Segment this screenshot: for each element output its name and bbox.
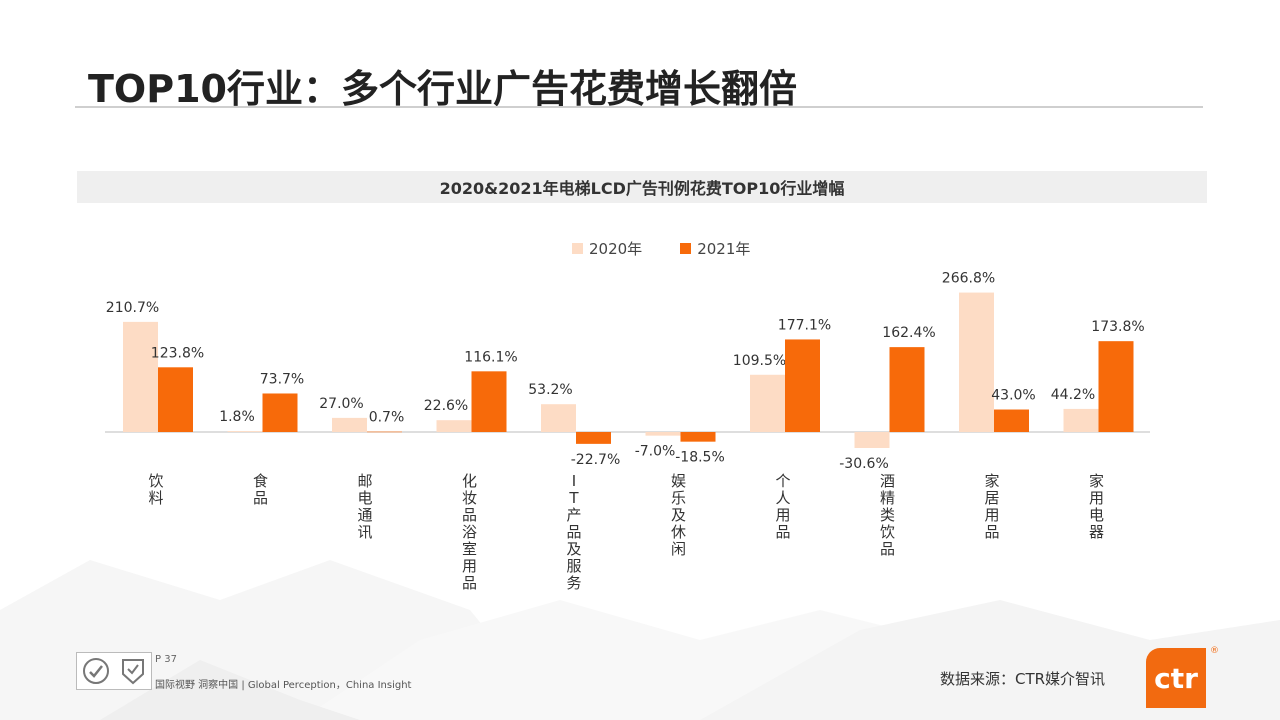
bar-2021-2 xyxy=(367,431,402,433)
data-label-2020-8: 266.8% xyxy=(942,271,995,287)
bar-2020-2 xyxy=(332,417,367,432)
data-label-2020-1: 1.8% xyxy=(219,409,255,425)
data-label-2021-9: 173.8% xyxy=(1091,319,1144,335)
bar-2020-7 xyxy=(854,432,890,448)
data-label-2021-3: 116.1% xyxy=(464,349,517,365)
bar-2020-5 xyxy=(645,432,681,436)
page-number: P 37 xyxy=(155,654,177,665)
category-label-5: 娱乐及休闲 xyxy=(671,472,686,558)
quality-seal-icon xyxy=(121,659,144,685)
data-label-2020-3: 22.6% xyxy=(424,398,468,414)
bar-2020-8 xyxy=(959,292,994,432)
data-label-2020-4: 53.2% xyxy=(528,382,572,398)
category-label-0: 饮料 xyxy=(148,472,163,507)
bar-2020-3 xyxy=(436,420,472,432)
data-label-2021-8: 43.0% xyxy=(991,388,1035,404)
data-label-2021-7: 162.4% xyxy=(882,325,935,341)
registered-mark-icon: ® xyxy=(1210,646,1219,656)
ctr-logo-text: ctr xyxy=(1154,661,1198,695)
data-label-2020-5: -7.0% xyxy=(635,444,676,460)
legend-item-2020: 2020年 xyxy=(572,238,642,259)
data-label-2020-2: 27.0% xyxy=(319,396,363,412)
bar-2021-0 xyxy=(158,367,193,432)
legend-swatch-2021 xyxy=(680,243,692,254)
data-label-2020-6: 109.5% xyxy=(733,353,786,369)
bar-2020-1 xyxy=(227,431,263,432)
bar-2021-3 xyxy=(471,371,507,432)
bar-2020-0 xyxy=(123,321,158,432)
category-label-4: I T 产品及服务 xyxy=(566,472,581,592)
certification-logo-icon xyxy=(82,658,109,684)
bar-2020-4 xyxy=(541,404,576,432)
title-divider xyxy=(75,106,1203,108)
chart-legend: 2020年 2021年 xyxy=(572,238,788,259)
bar-2021-4 xyxy=(576,432,611,444)
bar-2020-9 xyxy=(1063,408,1099,432)
category-label-7: 酒精类饮品 xyxy=(880,472,895,558)
legend-label-2021: 2021年 xyxy=(697,240,751,258)
category-label-3: 化妆品浴室用品 xyxy=(462,472,477,592)
category-label-8: 家居用品 xyxy=(984,472,999,541)
data-label-2021-5: -18.5% xyxy=(675,450,725,466)
ctr-logo: ctr xyxy=(1146,648,1206,708)
data-label-2021-0: 123.8% xyxy=(151,345,204,361)
data-label-2021-2: 0.7% xyxy=(369,410,405,426)
bar-2021-1 xyxy=(262,393,298,432)
certification-logos xyxy=(76,652,152,690)
legend-label-2020: 2020年 xyxy=(589,240,643,258)
data-label-2020-9: 44.2% xyxy=(1051,387,1095,403)
chart-title-bar: 2020&2021年电梯LCD广告刊例花费TOP10行业增幅 xyxy=(77,171,1207,203)
data-label-2021-4: -22.7% xyxy=(571,452,621,468)
data-label-2020-7: -30.6% xyxy=(839,456,889,472)
data-source: 数据来源：CTR媒介智讯 xyxy=(940,670,1106,688)
data-label-2021-1: 73.7% xyxy=(260,371,304,387)
chart-title: 2020&2021年电梯LCD广告刊例花费TOP10行业增幅 xyxy=(439,179,845,198)
bar-2021-8 xyxy=(994,409,1029,432)
legend-swatch-2020 xyxy=(572,243,583,254)
bar-2021-6 xyxy=(785,339,820,432)
data-label-2020-0: 210.7% xyxy=(106,300,159,316)
bar-2020-6 xyxy=(750,374,785,432)
page-title: TOP10行业：多个行业广告花费增长翻倍 xyxy=(88,67,797,111)
footer-slogan: 国际视野 洞察中国 | Global Perception，China Insi… xyxy=(155,680,412,691)
bar-2021-9 xyxy=(1098,341,1134,432)
bar-2021-5 xyxy=(680,432,716,442)
category-label-1: 食品 xyxy=(253,472,268,507)
category-label-9: 家用电器 xyxy=(1089,472,1104,541)
legend-item-2021: 2021年 xyxy=(680,238,750,259)
data-label-2021-6: 177.1% xyxy=(778,317,831,333)
category-label-2: 邮电通讯 xyxy=(357,472,372,541)
bar-2021-7 xyxy=(889,347,925,432)
category-label-6: 个人用品 xyxy=(775,472,790,541)
